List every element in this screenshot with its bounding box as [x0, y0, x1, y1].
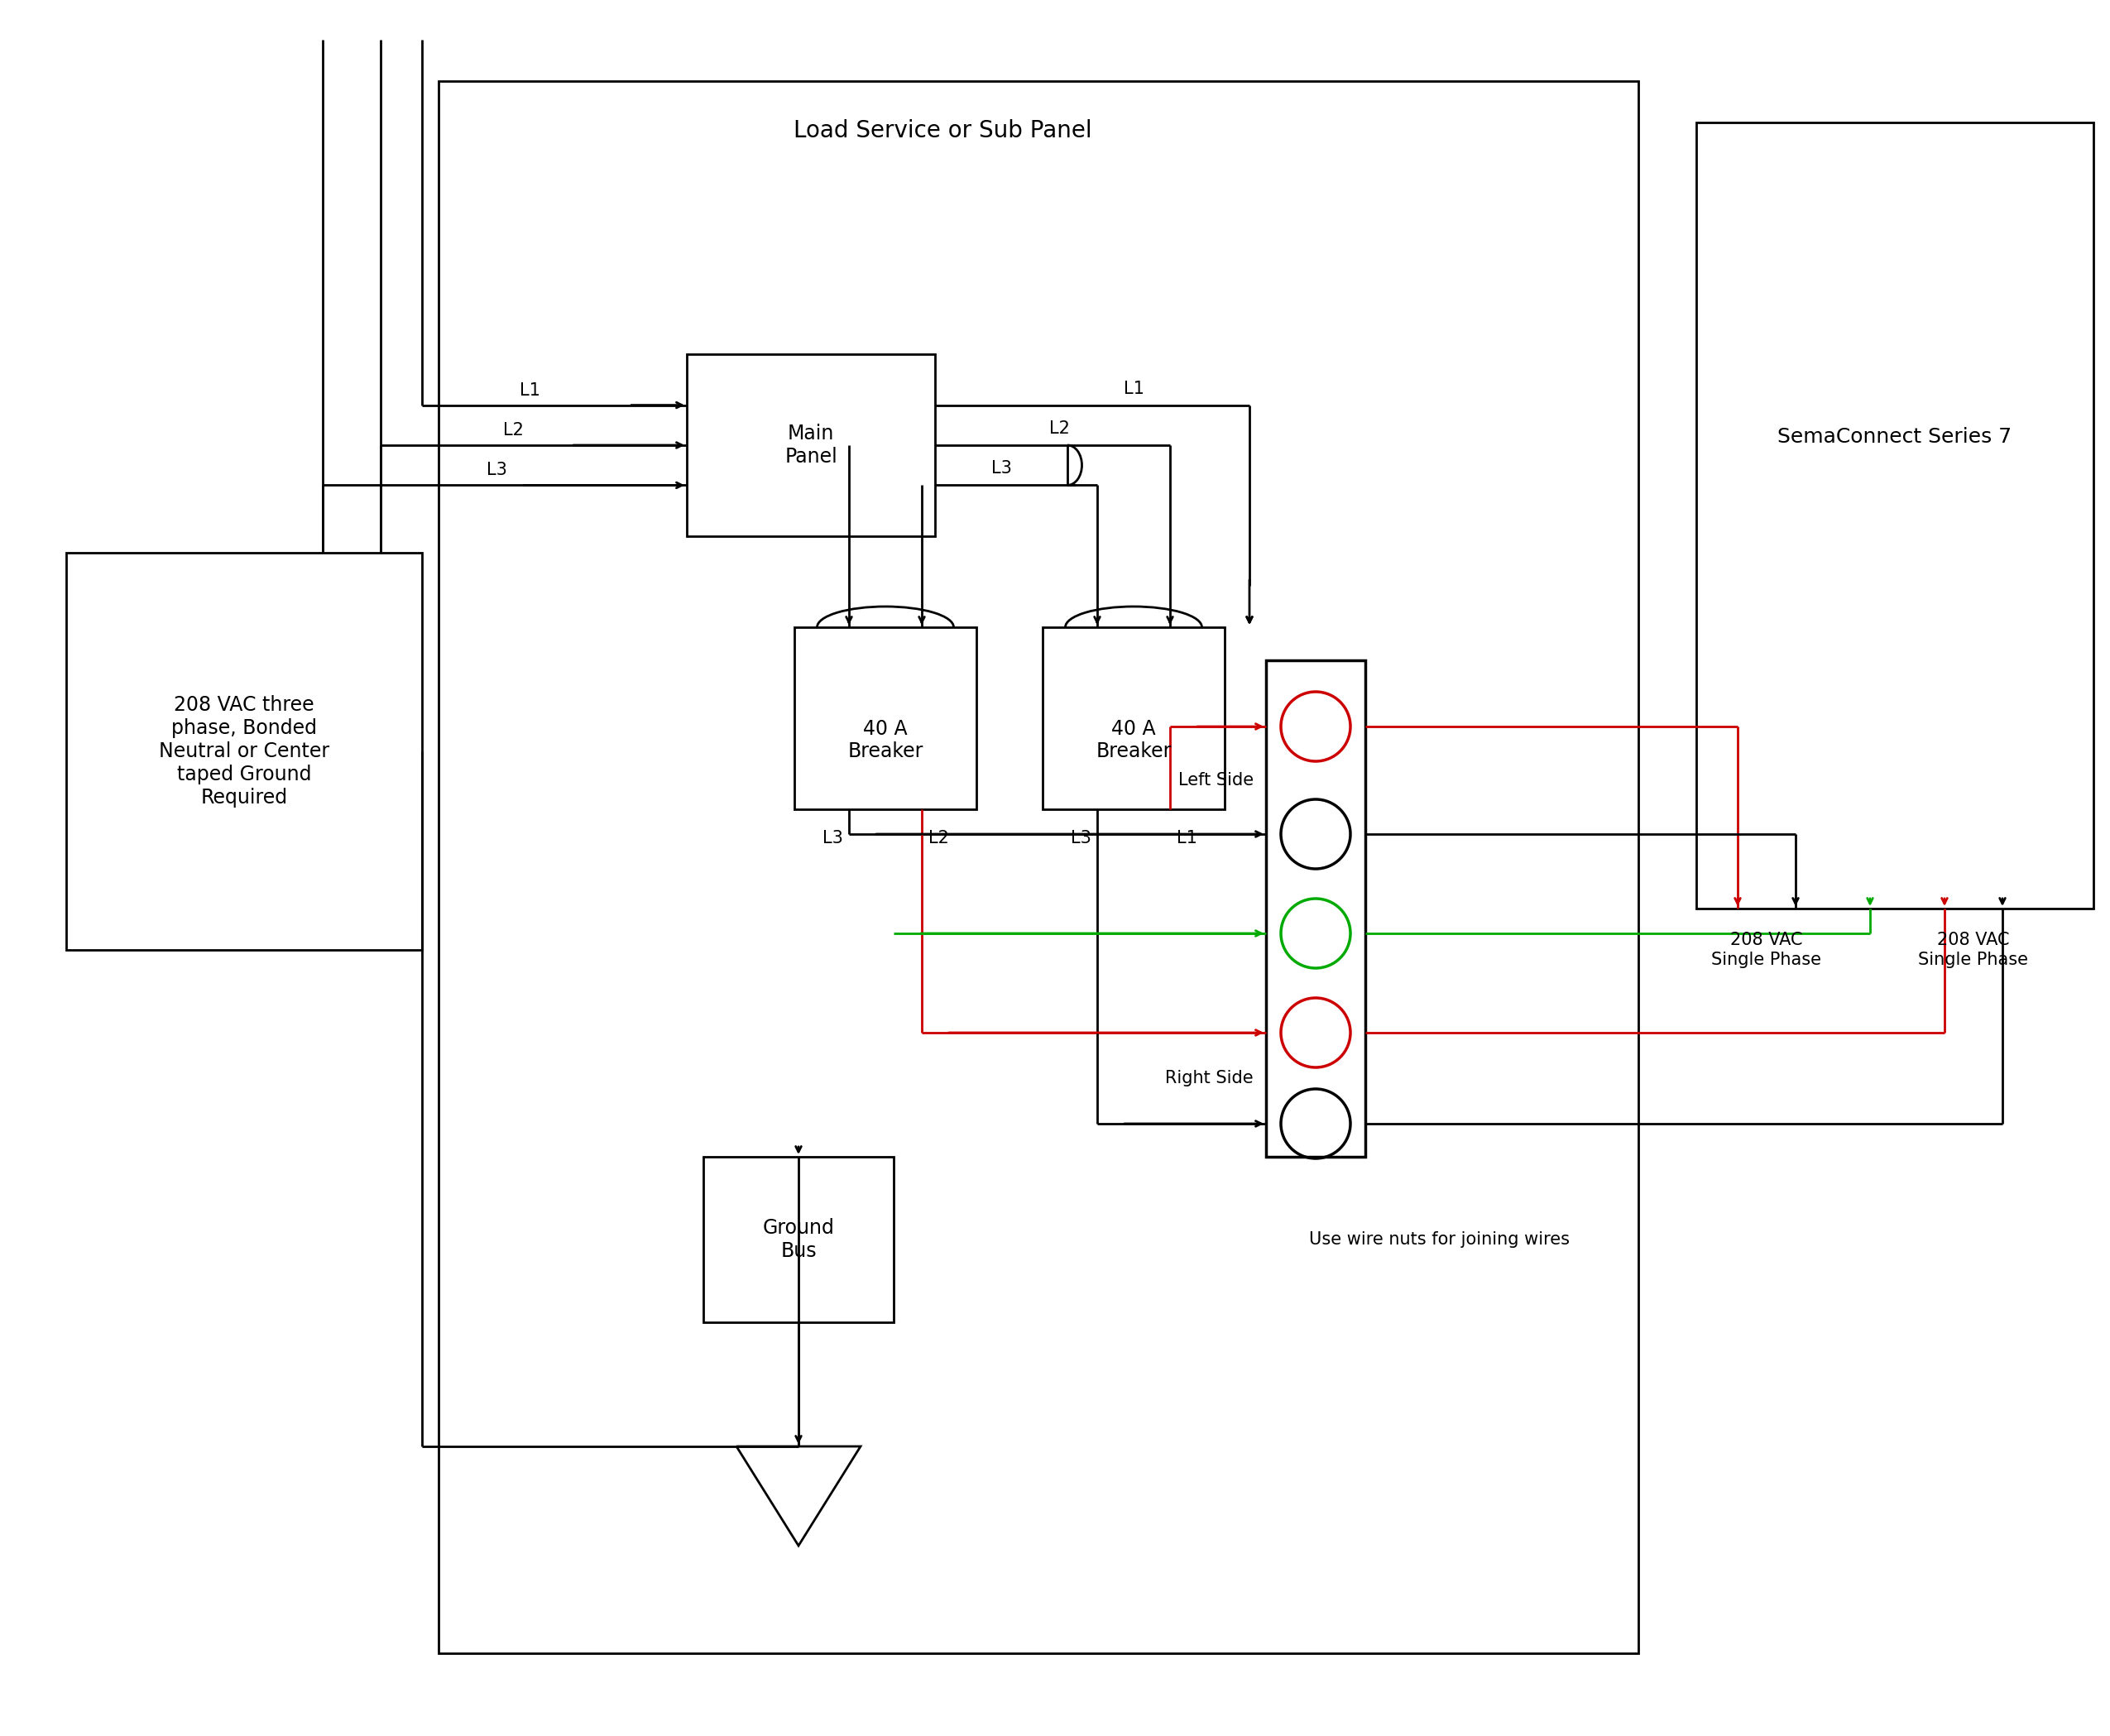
Bar [1042, 627, 1224, 809]
Text: Use wire nuts for joining wires: Use wire nuts for joining wires [1310, 1231, 1570, 1248]
Text: 40 A
Breaker: 40 A Breaker [1095, 719, 1171, 762]
Text: Load Service or Sub Panel: Load Service or Sub Panel [793, 120, 1091, 142]
Text: L3: L3 [1070, 830, 1091, 847]
Text: L1: L1 [1175, 830, 1196, 847]
Text: L1: L1 [519, 382, 540, 399]
Bar [1696, 123, 2093, 908]
Bar [703, 1156, 895, 1323]
Text: Main
Panel: Main Panel [785, 424, 838, 467]
Text: L2: L2 [1049, 420, 1070, 437]
Text: 40 A
Breaker: 40 A Breaker [848, 719, 924, 762]
Text: Left Side: Left Side [1177, 773, 1253, 788]
Text: 208 VAC three
phase, Bonded
Neutral or Center
taped Ground
Required: 208 VAC three phase, Bonded Neutral or C… [158, 696, 329, 807]
Text: L2: L2 [502, 422, 523, 439]
Bar [793, 627, 977, 809]
Bar [1266, 660, 1365, 1156]
Text: SemaConnect Series 7: SemaConnect Series 7 [1779, 427, 2013, 446]
Text: L3: L3 [485, 462, 506, 479]
Text: L3: L3 [992, 460, 1011, 477]
Bar [439, 82, 1637, 1653]
Text: L2: L2 [928, 830, 949, 847]
Text: Ground
Bus: Ground Bus [762, 1219, 833, 1260]
Text: Right Side: Right Side [1165, 1069, 1253, 1087]
Text: L3: L3 [823, 830, 842, 847]
Text: L1: L1 [1123, 380, 1144, 398]
Bar [65, 552, 422, 950]
Text: 208 VAC
Single Phase: 208 VAC Single Phase [1711, 932, 1821, 967]
Text: 208 VAC
Single Phase: 208 VAC Single Phase [1918, 932, 2028, 967]
Bar [686, 354, 935, 536]
